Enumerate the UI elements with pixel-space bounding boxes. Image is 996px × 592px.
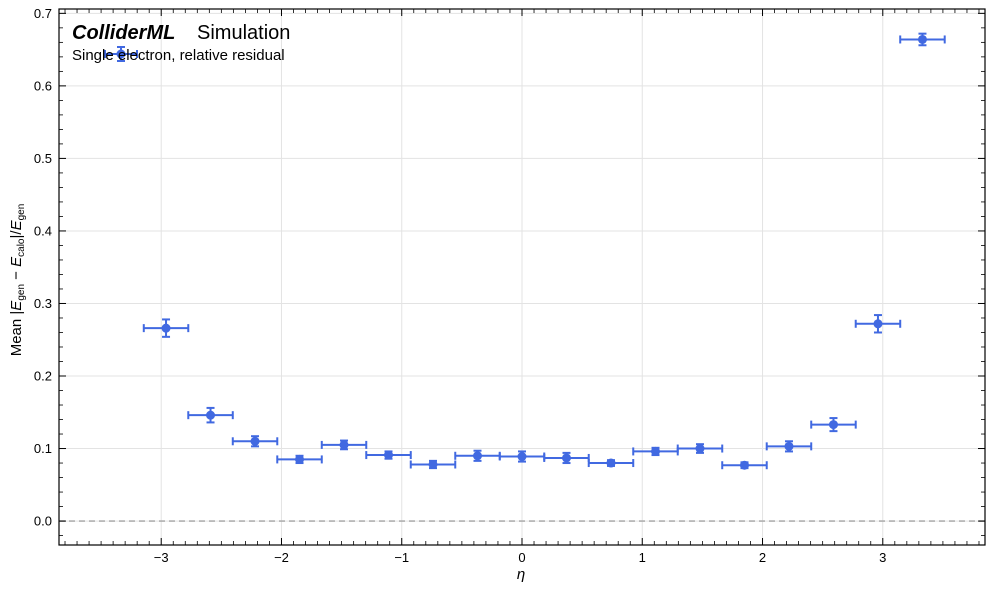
marker bbox=[784, 441, 794, 451]
data-point bbox=[676, 443, 724, 454]
data-point bbox=[365, 450, 412, 460]
marker bbox=[695, 444, 705, 454]
data-point bbox=[142, 318, 190, 338]
marker bbox=[917, 34, 927, 44]
experiment-label-bold: ColliderML bbox=[72, 22, 175, 44]
y-tick-labels: 0.0 0.1 0.2 0.3 0.4 0.5 0.6 0.7 bbox=[34, 6, 52, 529]
marker bbox=[250, 436, 260, 446]
x-tick-label: 2 bbox=[759, 550, 766, 565]
legend-label: Single electron, relative residual bbox=[72, 47, 285, 64]
legend: Single electron, relative residual bbox=[72, 46, 285, 64]
marker bbox=[517, 452, 527, 462]
grid bbox=[59, 9, 985, 545]
data-point bbox=[320, 439, 368, 451]
data-point bbox=[810, 417, 857, 433]
marker bbox=[561, 453, 571, 463]
data-point bbox=[187, 406, 234, 424]
marker bbox=[161, 323, 171, 333]
x-tick-label: −1 bbox=[394, 550, 409, 565]
legend-marker-dot bbox=[116, 49, 126, 59]
x-axis-title: η bbox=[517, 566, 525, 583]
marker bbox=[739, 460, 749, 470]
legend-marker-icon bbox=[104, 46, 138, 62]
marker bbox=[428, 459, 438, 469]
data-point bbox=[543, 451, 590, 465]
y-tick-label: 0.5 bbox=[34, 151, 52, 166]
data-layer bbox=[142, 32, 946, 470]
data-point bbox=[854, 314, 902, 334]
data-point bbox=[765, 440, 813, 453]
y-tick-label: 0.7 bbox=[34, 6, 52, 21]
data-point bbox=[721, 460, 768, 470]
data-point bbox=[454, 449, 501, 462]
data-point bbox=[409, 459, 457, 470]
marker bbox=[206, 410, 216, 420]
marker bbox=[606, 458, 616, 468]
data-point bbox=[587, 458, 635, 468]
x-tick-label: −2 bbox=[274, 550, 289, 565]
x-tick-label: 0 bbox=[518, 550, 525, 565]
marker bbox=[473, 451, 483, 461]
y-tick-label: 0.6 bbox=[34, 78, 52, 93]
x-tick-label: 3 bbox=[879, 550, 886, 565]
marker bbox=[873, 319, 883, 329]
x-tick-label: −3 bbox=[154, 550, 169, 565]
x-tick-label: 1 bbox=[639, 550, 646, 565]
y-tick-label: 0.1 bbox=[34, 441, 52, 456]
tick-marks bbox=[59, 9, 985, 545]
data-point bbox=[276, 454, 323, 465]
data-point bbox=[498, 450, 546, 463]
marker bbox=[384, 450, 394, 460]
marker bbox=[339, 440, 349, 450]
data-point bbox=[231, 435, 279, 448]
x-tick-labels: −3 −2 −1 0 1 2 3 bbox=[154, 550, 887, 565]
marker bbox=[828, 420, 838, 430]
data-point bbox=[632, 446, 679, 457]
marker bbox=[295, 454, 305, 464]
experiment-label-normal: Simulation bbox=[197, 22, 290, 44]
y-tick-label: 0.0 bbox=[34, 514, 52, 529]
data-point bbox=[899, 32, 946, 47]
y-tick-label: 0.2 bbox=[34, 369, 52, 384]
y-axis-title: Mean |Egen − Ecalo|/Egen bbox=[8, 204, 27, 357]
marker bbox=[650, 446, 660, 456]
y-tick-label: 0.3 bbox=[34, 296, 52, 311]
y-tick-label: 0.4 bbox=[34, 223, 52, 238]
